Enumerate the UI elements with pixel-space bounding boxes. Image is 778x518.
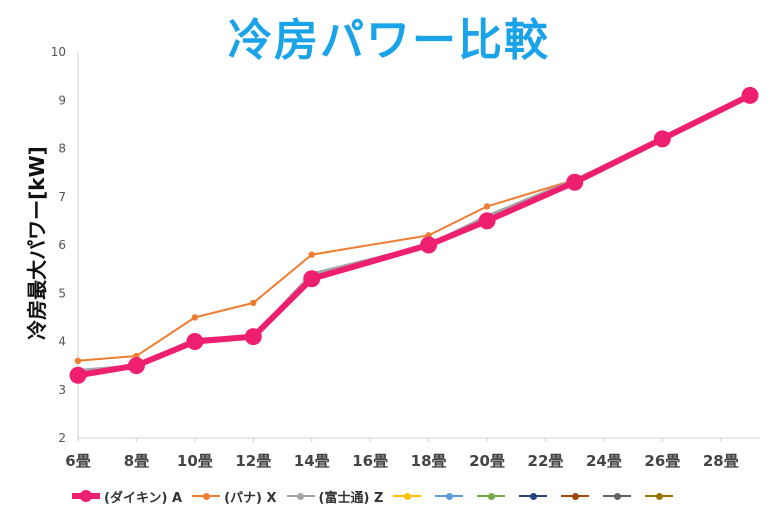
x-tick-label: 18畳	[411, 452, 447, 470]
data-point	[69, 366, 87, 384]
x-tick-label: 24畳	[586, 452, 622, 470]
data-point	[741, 86, 759, 104]
data-point	[478, 212, 496, 230]
data-point	[308, 251, 315, 258]
x-tick-label: 6畳	[65, 452, 90, 470]
x-tick-label: 22畳	[528, 452, 564, 470]
data-point	[483, 203, 491, 210]
data-point	[420, 236, 438, 254]
y-tick-label: 2	[58, 431, 66, 445]
legend-label: (ダイキン) A	[104, 490, 183, 506]
y-axis-label: 冷房最大パワー[kW]	[25, 146, 49, 340]
data-point	[566, 173, 584, 191]
legend-label: (パナ) X	[224, 490, 277, 506]
y-tick-label: 10	[51, 45, 66, 59]
line-chart: 2 3 4 5 6 7 8 9 10 6畳 8畳 10畳 12畳 14畳 16畳 18畳 20畳 22畳 24畳 26…	[25, 45, 760, 470]
y-tick-label: 6	[58, 238, 66, 252]
x-tick-label: 14畳	[294, 452, 330, 470]
data-point	[186, 333, 204, 350]
y-tick-label: 4	[58, 335, 66, 349]
series-line	[75, 92, 753, 379]
data-point	[191, 314, 199, 321]
y-tick-label: 8	[58, 142, 66, 156]
legend-item: (ダイキン) A	[72, 487, 182, 506]
x-tick-label: 12畳	[235, 452, 271, 470]
y-tick-label: 7	[58, 190, 66, 204]
data-point	[74, 357, 82, 364]
data-point	[244, 328, 262, 346]
y-tick-label: 5	[58, 286, 66, 300]
x-tick-label: 26畳	[644, 452, 680, 470]
chart-title: 冷房パワー比較	[228, 15, 550, 66]
y-tick-label: 9	[58, 93, 66, 107]
x-tick-label: 28畳	[703, 452, 739, 470]
data-point	[303, 270, 321, 288]
legend-item: (富士通) Z	[286, 487, 384, 506]
data-point	[653, 130, 671, 148]
legend-item: (パナ) X	[192, 487, 277, 506]
series-lines	[69, 86, 759, 384]
data-point	[250, 299, 257, 307]
x-tick-label: 8畳	[124, 452, 149, 470]
axes: 2 3 4 5 6 7 8 9 10 6畳 8畳 10畳 12畳 14畳 16畳 18畳 20畳 22畳 24畳 26…	[51, 45, 760, 470]
data-point	[127, 357, 145, 375]
x-tick-label: 16畳	[352, 452, 388, 470]
legend: (ダイキン) A (パナ) X (富士通) Z	[72, 484, 687, 508]
series-line	[76, 93, 752, 372]
x-tick-label: 20畳	[469, 452, 505, 470]
series-line	[77, 94, 751, 362]
legend-label: (富士通) Z	[318, 490, 384, 506]
y-tick-label: 3	[58, 383, 66, 397]
x-tick-label: 10畳	[177, 452, 213, 470]
